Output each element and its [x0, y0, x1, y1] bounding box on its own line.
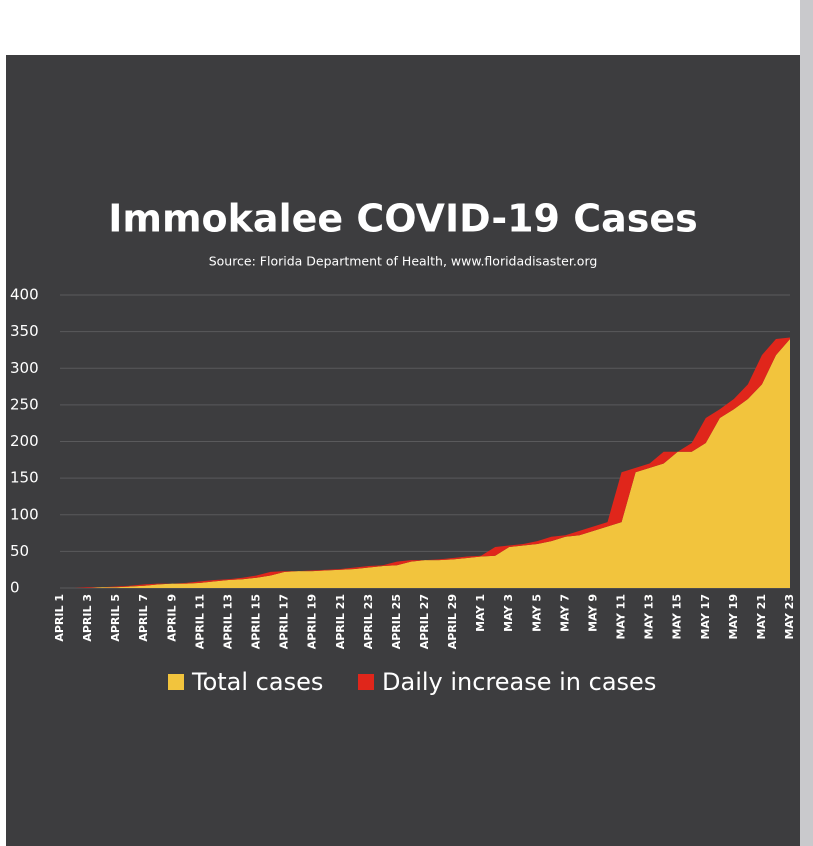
legend-swatch — [358, 674, 374, 690]
y-tick-label: 300 — [10, 359, 39, 377]
x-tick-label: MAY 11 — [615, 594, 628, 640]
x-tick-label: MAY 3 — [502, 594, 515, 632]
x-tick-label: APRIL 25 — [390, 594, 403, 649]
x-tick-label: MAY 21 — [755, 594, 768, 640]
area — [60, 338, 790, 588]
legend-label: Total cases — [191, 668, 323, 696]
x-tick-label: APRIL 15 — [250, 594, 263, 649]
chart-title: Immokalee COVID-19 Cases — [108, 197, 698, 241]
legend-swatch — [168, 674, 184, 690]
x-tick-label: APRIL 5 — [109, 594, 122, 642]
x-tick-label: MAY 23 — [783, 594, 796, 640]
x-tick-label: APRIL 1 — [53, 594, 66, 642]
y-tick-label: 200 — [10, 432, 39, 450]
y-tick-label: 0 — [10, 579, 20, 597]
x-tick-label: APRIL 7 — [137, 594, 150, 642]
y-tick-label: 50 — [10, 542, 29, 560]
legend-label: Daily increase in cases — [382, 668, 656, 696]
area — [60, 337, 790, 588]
x-tick-label: APRIL 27 — [418, 594, 431, 649]
x-tick-label: MAY 7 — [558, 594, 571, 632]
y-tick-label: 100 — [10, 505, 39, 523]
x-tick-label: APRIL 13 — [221, 594, 234, 649]
x-tick-label: MAY 5 — [530, 594, 543, 632]
x-tick-label: APRIL 19 — [306, 594, 319, 649]
scroll-edge — [800, 0, 813, 846]
x-tick-label: MAY 1 — [474, 594, 487, 632]
x-tick-label: MAY 19 — [727, 594, 740, 640]
x-tick-label: APRIL 11 — [193, 594, 206, 649]
x-tick-label: APRIL 17 — [278, 594, 291, 649]
y-tick-label: 250 — [10, 395, 39, 413]
x-tick-label: MAY 15 — [671, 594, 684, 640]
x-tick-label: APRIL 9 — [165, 594, 178, 642]
y-tick-label: 400 — [10, 286, 39, 304]
chart-background — [6, 55, 800, 846]
x-tick-label: APRIL 23 — [362, 594, 375, 649]
x-tick-label: MAY 13 — [643, 594, 656, 640]
y-tick-label: 150 — [10, 469, 39, 487]
x-tick-label: APRIL 21 — [334, 594, 347, 649]
x-tick-label: MAY 9 — [586, 594, 599, 632]
x-tick-label: MAY 17 — [699, 594, 712, 640]
x-tick-label: APRIL 3 — [81, 594, 94, 642]
y-tick-label: 350 — [10, 322, 39, 340]
x-tick-label: APRIL 29 — [446, 594, 459, 649]
chart-subtitle: Source: Florida Department of Health, ww… — [209, 254, 598, 269]
